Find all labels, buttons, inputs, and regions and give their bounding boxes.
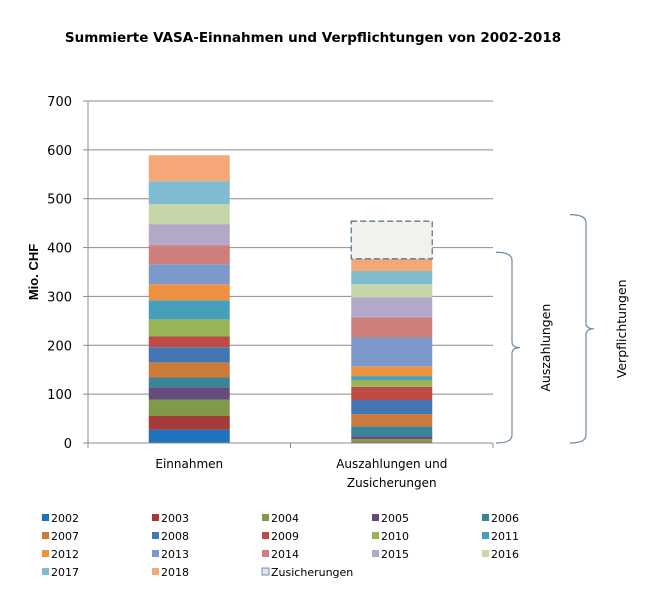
bar-segment-2009	[148, 336, 230, 348]
bar-segment-2016	[148, 204, 230, 225]
legend-swatch	[42, 514, 49, 521]
legend-label: 2017	[51, 566, 79, 579]
legend-label: 2009	[271, 530, 299, 543]
legend-swatch	[152, 550, 159, 557]
legend-label: 2003	[161, 512, 189, 525]
legend-swatch	[482, 514, 489, 521]
bar-segment-2005	[148, 387, 230, 400]
legend-swatch	[372, 550, 379, 557]
legend-label: 2006	[491, 512, 519, 525]
y-tick-label: 500	[47, 193, 72, 208]
y-axis-ticks: 0 100 200 300 400 500 600 700	[47, 95, 88, 452]
bar-segment-zusicherungen	[350, 220, 433, 260]
legend-label: 2013	[161, 548, 189, 561]
annotations: Auszahlungen Verpflichtungen	[495, 214, 629, 444]
bar-segment-2014	[148, 245, 230, 265]
bar-segment-2006	[351, 426, 433, 437]
bars	[148, 155, 433, 444]
legend: 2002 2003 2004 2005 2006 2007 2008 2009 2010 2011…	[42, 512, 519, 579]
x-axis-label: Auszahlungen und	[336, 457, 447, 471]
bar-segment-2010	[351, 379, 433, 387]
legend-label: 2018	[161, 566, 189, 579]
annotation-auszahlungen: Auszahlungen	[538, 304, 553, 392]
legend-label: 2002	[51, 512, 79, 525]
bar-segment-2003	[351, 442, 433, 443]
axes	[87, 101, 494, 448]
bar-segment-2018	[148, 155, 230, 182]
legend-swatch	[42, 568, 49, 575]
bar-segment-2005	[351, 436, 433, 440]
y-tick-label: 700	[47, 95, 72, 110]
x-axis-label: Einnahmen	[155, 457, 223, 471]
legend-swatch	[262, 514, 269, 521]
bar-segment-2011	[148, 300, 230, 320]
bar-segment-2007	[148, 362, 230, 378]
legend-swatch	[262, 532, 269, 539]
bar-segment-2008	[351, 400, 433, 415]
y-tick-label: 600	[47, 144, 72, 159]
bar-segment-2013	[351, 337, 433, 367]
legend-swatch	[262, 550, 269, 557]
bar-segment-2018	[351, 258, 433, 272]
legend-swatch	[42, 550, 49, 557]
legend-swatch	[152, 568, 159, 575]
bar-segment-2004	[148, 399, 230, 416]
bar-segment-2012	[351, 366, 433, 377]
bar-segment-2004	[351, 439, 433, 443]
legend-swatch	[372, 532, 379, 539]
legend-label: 2004	[271, 512, 299, 525]
legend-swatch	[152, 532, 159, 539]
chart-title: Summierte VASA-Einnahmen und Verpflichtu…	[65, 30, 561, 46]
bar-segment-2009	[351, 386, 433, 401]
y-tick-label: 200	[47, 339, 72, 354]
legend-label: 2015	[381, 548, 409, 561]
brace-verpflichtungen	[569, 214, 595, 444]
bar-segment-2014	[351, 317, 433, 338]
bar-segment-2006	[148, 377, 230, 388]
legend-swatch	[261, 567, 270, 576]
legend-swatch	[482, 550, 489, 557]
y-tick-label: 400	[47, 242, 72, 257]
bar-segment-2015	[351, 297, 433, 318]
bar-segment-2012	[148, 284, 230, 301]
bar-segment-2011	[351, 376, 433, 380]
brace-auszahlungen	[495, 251, 521, 444]
legend-label: 2011	[491, 530, 519, 543]
bar-segment-2003	[148, 415, 230, 430]
bar-segment-2010	[148, 319, 230, 337]
x-axis-label: Zusicherungen	[347, 476, 437, 490]
y-tick-label: 300	[47, 290, 72, 305]
legend-label: 2008	[161, 530, 189, 543]
y-axis-label: Mio. CHF	[26, 244, 41, 300]
annotation-verpflichtungen: Verpflichtungen	[614, 279, 629, 378]
legend-label: 2005	[381, 512, 409, 525]
legend-label: Zusicherungen	[271, 566, 353, 579]
legend-label: 2016	[491, 548, 519, 561]
bar-segment-2016	[351, 284, 433, 298]
bar-segment-2007	[351, 414, 433, 427]
bar-segment-2013	[148, 264, 230, 285]
y-tick-label: 0	[64, 437, 72, 452]
bar-segment-2015	[148, 224, 230, 246]
bar-segment-2017	[351, 271, 433, 285]
legend-label: 2014	[271, 548, 299, 561]
legend-swatch	[482, 532, 489, 539]
legend-label: 2010	[381, 530, 409, 543]
legend-swatch	[372, 514, 379, 521]
bar-segment-2008	[148, 347, 230, 363]
legend-label: 2012	[51, 548, 79, 561]
bar-segment-2017	[148, 181, 230, 205]
legend-swatch	[42, 532, 49, 539]
x-axis-labels: Einnahmen Auszahlungen und Zusicherungen	[155, 457, 447, 490]
legend-swatch	[152, 514, 159, 521]
y-tick-label: 100	[47, 388, 72, 403]
bar-segment-2002	[148, 429, 230, 443]
legend-label: 2007	[51, 530, 79, 543]
